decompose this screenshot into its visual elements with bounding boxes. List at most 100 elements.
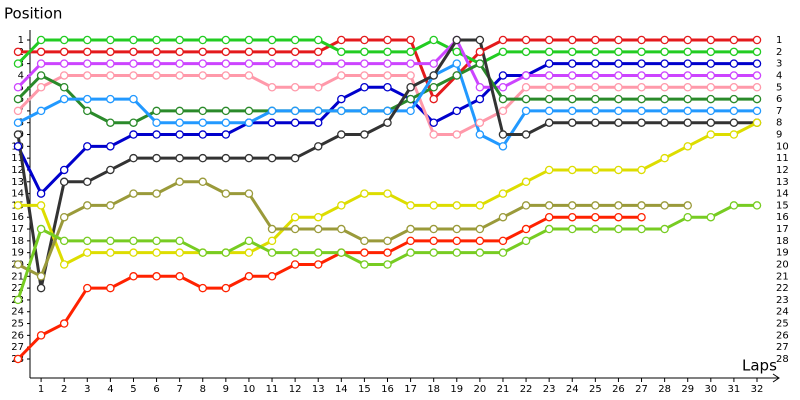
lap-marker [637, 224, 646, 234]
lap-marker [683, 71, 692, 80]
lap-marker [267, 236, 277, 246]
lap-marker [267, 35, 277, 45]
x-tick-label: 17 [404, 384, 417, 395]
lap-marker [129, 130, 138, 139]
x-tick-label: 26 [612, 384, 625, 395]
lap-marker [290, 212, 300, 222]
lap-marker [683, 118, 692, 127]
y-tick-label-right: 12 [776, 165, 789, 176]
lap-marker [752, 201, 762, 210]
lap-marker [591, 165, 600, 175]
lap-marker [660, 118, 669, 127]
lap-marker [221, 248, 231, 257]
y-tick-label-right: 26 [776, 330, 789, 341]
lap-marker [152, 118, 161, 127]
lap-marker [83, 201, 92, 210]
x-tick-label: 8 [200, 384, 206, 395]
lap-marker [660, 59, 669, 68]
lap-marker [498, 83, 508, 92]
lap-marker [129, 153, 138, 163]
lap-marker [475, 47, 485, 57]
lap-marker [267, 106, 277, 116]
lap-marker [221, 106, 231, 116]
y-tick-label-right: 14 [776, 189, 789, 200]
lap-marker [313, 224, 323, 234]
lap-marker [475, 201, 485, 210]
lap-marker [406, 236, 415, 246]
y-tick-label-right: 16 [776, 212, 789, 223]
lap-marker [637, 47, 646, 57]
lap-marker [244, 106, 254, 116]
lap-marker [568, 224, 577, 234]
lap-marker [267, 47, 277, 57]
lap-marker [106, 201, 115, 210]
lap-marker [267, 118, 277, 127]
x-tick-label: 24 [566, 384, 579, 395]
lap-marker [59, 177, 69, 187]
lap-marker [244, 272, 254, 281]
lap-marker [175, 47, 184, 57]
lap-marker [660, 83, 669, 92]
lap-marker [568, 35, 577, 45]
lap-marker [568, 47, 577, 57]
x-tick-label: 22 [520, 384, 533, 395]
lap-marker [198, 177, 207, 187]
lap-marker [337, 94, 346, 104]
lap-marker [106, 236, 115, 246]
lap-marker [36, 35, 46, 45]
y-tick-label: 16 [11, 212, 24, 223]
lap-marker [152, 106, 161, 116]
x-tick-label: 28 [658, 384, 671, 395]
lap-marker [383, 248, 392, 257]
lap-marker [498, 212, 508, 222]
y-tick-label-right: 10 [776, 141, 789, 152]
lap-marker [360, 83, 369, 92]
series-line [16, 215, 642, 361]
lap-marker [152, 153, 161, 163]
x-tick-label: 11 [266, 384, 279, 395]
lap-marker [475, 224, 485, 234]
lap-marker [475, 248, 485, 257]
lap-marker [83, 177, 92, 187]
x-tick-label: 31 [728, 384, 741, 395]
lap-marker [521, 130, 531, 139]
lap-marker [521, 177, 531, 187]
lap-marker [683, 94, 692, 104]
lap-marker [660, 106, 669, 116]
lap-marker [175, 71, 184, 80]
y-tick-label-right: 15 [776, 200, 789, 211]
lap-marker [175, 248, 184, 257]
lap-marker [521, 47, 531, 57]
lap-marker [175, 59, 184, 68]
y-tick-label-right: 4 [776, 70, 782, 81]
lap-marker [637, 83, 646, 92]
lap-marker [267, 248, 277, 257]
lap-marker [337, 71, 346, 80]
lap-marker [614, 71, 623, 80]
lap-marker [198, 283, 207, 293]
lap-marker [36, 47, 46, 57]
lap-marker [383, 260, 392, 269]
y-tick-label-right: 6 [776, 94, 782, 105]
lap-marker [568, 165, 577, 175]
lap-marker [360, 59, 369, 68]
lap-marker [59, 94, 69, 104]
lap-marker [452, 47, 462, 57]
lap-marker [313, 118, 323, 127]
lap-marker [452, 35, 462, 45]
lap-marker [498, 47, 508, 57]
lap-marker [637, 165, 646, 175]
lap-marker [544, 106, 554, 116]
y-axis-title: Position [4, 5, 62, 23]
y-tick-label: 4 [18, 70, 24, 81]
lap-marker [752, 47, 762, 57]
lap-marker [337, 201, 346, 210]
lap-marker [198, 106, 207, 116]
lap-marker [106, 283, 115, 293]
lap-marker [406, 201, 415, 210]
lap-marker [360, 71, 369, 80]
lap-marker [290, 248, 300, 257]
x-tick-label: 14 [335, 384, 348, 395]
lap-marker [406, 35, 415, 45]
lap-marker [13, 201, 23, 210]
